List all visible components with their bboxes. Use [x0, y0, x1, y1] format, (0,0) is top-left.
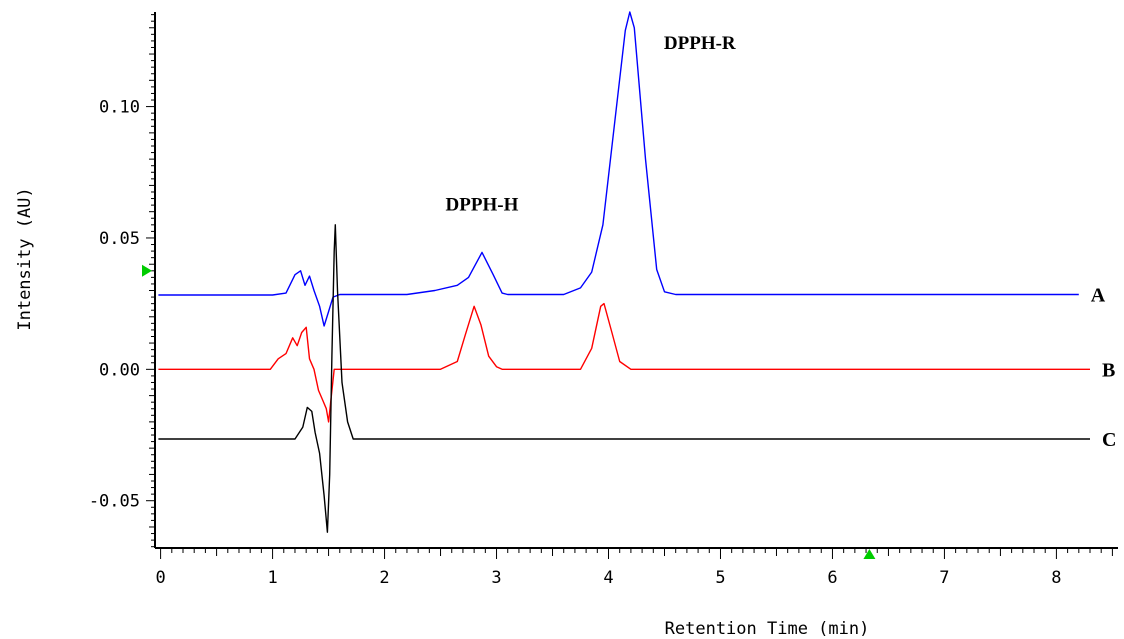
- traces: [158, 11, 1090, 533]
- trace-b: [158, 302, 1090, 423]
- trace-label-b: B: [1102, 359, 1115, 381]
- y-tick-label: 0.00: [99, 360, 140, 380]
- y-axis-title: Intensity (AU): [15, 187, 35, 330]
- peak-label: DPPH-R: [664, 33, 736, 54]
- x-tick-label: 5: [715, 568, 725, 588]
- trace-label-c: C: [1102, 429, 1116, 451]
- x-tick-label: 7: [939, 568, 949, 588]
- x-tick-label: 8: [1051, 568, 1061, 588]
- x-tick-label: 1: [267, 568, 277, 588]
- axes: -0.05 0.00 0.05 0.10 0 1 2 3 4 5 6 7 8: [89, 12, 1118, 588]
- x-tick-label: 2: [379, 568, 389, 588]
- x-tick-label: 3: [491, 568, 501, 588]
- x-tick-label: 4: [603, 568, 613, 588]
- x-tick-label: 0: [155, 568, 165, 588]
- chart-labels: Intensity (AU) Retention Time (min) DPPH…: [15, 33, 1116, 639]
- x-tick-label: 6: [827, 568, 837, 588]
- trace-label-a: A: [1091, 284, 1106, 306]
- trace-a: [158, 11, 1079, 327]
- peak-label: DPPH-H: [446, 194, 519, 215]
- y-tick-label: -0.05: [89, 492, 140, 512]
- y-tick-label: 0.10: [99, 98, 140, 118]
- axis-markers: [142, 264, 876, 559]
- y-axis-marker: [142, 264, 152, 277]
- x-axis-marker: [863, 549, 876, 559]
- trace-c: [158, 224, 1090, 533]
- x-axis-title: Retention Time (min): [665, 619, 870, 639]
- y-tick-label: 0.05: [99, 229, 140, 249]
